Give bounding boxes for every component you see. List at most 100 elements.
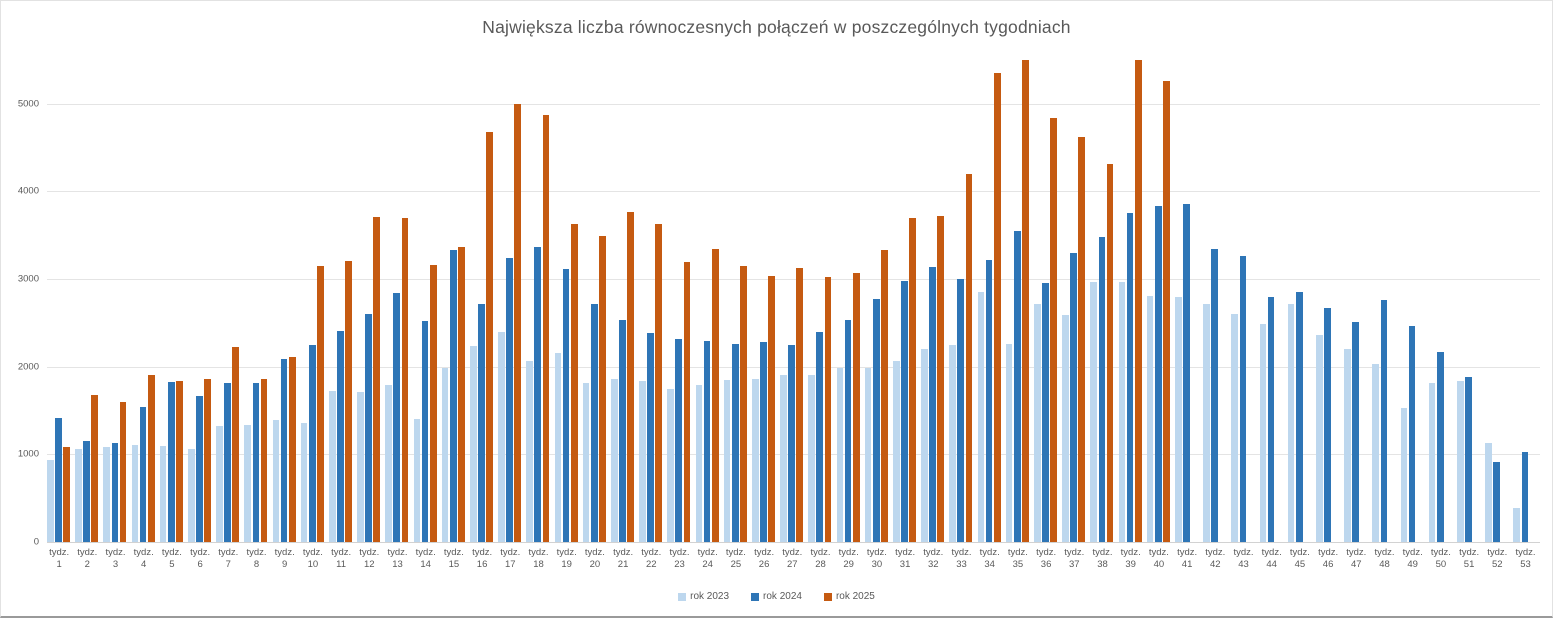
bar-rok2023-week-48 bbox=[1372, 364, 1380, 542]
bar-rok2024-week-39 bbox=[1126, 213, 1134, 542]
bar-rok2024-week-6 bbox=[196, 395, 203, 542]
bar-rok2025-week-9 bbox=[288, 357, 296, 542]
bar-rok2025-week-37 bbox=[1078, 136, 1086, 542]
x-tick-label-week-24: tydz. 24 bbox=[694, 547, 722, 571]
x-tick-number: 22 bbox=[645, 559, 657, 570]
x-tick-label-week-49: tydz. 49 bbox=[1399, 547, 1427, 571]
x-tick-label-week-43: tydz. 43 bbox=[1229, 547, 1257, 571]
x-tick-label-week-36: tydz. 36 bbox=[1032, 547, 1060, 571]
x-tick-number: 40 bbox=[1153, 559, 1165, 570]
bar-rok2024-week-31 bbox=[901, 280, 908, 542]
x-tick-prefix: tydz. bbox=[133, 547, 154, 558]
x-tick-label-week-53: tydz. 53 bbox=[1511, 547, 1539, 571]
x-tick-prefix: tydz. bbox=[782, 547, 803, 558]
legend-item-rok-2023: rok 2023 bbox=[678, 591, 729, 602]
x-tick-number: 30 bbox=[871, 559, 883, 570]
bar-rok2024-week-51 bbox=[1465, 377, 1472, 542]
x-tick-number: 42 bbox=[1209, 559, 1221, 570]
bar-rok2023-week-28 bbox=[808, 375, 816, 542]
x-tick-label-week-46: tydz. 46 bbox=[1314, 547, 1342, 571]
x-tick-prefix: tydz. bbox=[443, 547, 464, 558]
bar-rok2024-week-38 bbox=[1098, 236, 1106, 542]
bar-rok2024-week-34 bbox=[985, 259, 993, 542]
bar-rok2023-week-9 bbox=[272, 420, 280, 542]
x-tick-number: 38 bbox=[1097, 559, 1108, 570]
bar-rok2024-week-43 bbox=[1239, 256, 1247, 542]
bar-rok2024-week-36 bbox=[1042, 283, 1049, 542]
x-tick-number: 26 bbox=[758, 559, 770, 570]
y-tick-label-3000: 3000 bbox=[17, 273, 39, 285]
bar-rok2024-week-37 bbox=[1070, 252, 1078, 542]
bar-rok2023-week-25 bbox=[723, 379, 731, 542]
bar-rok2025-week-15 bbox=[458, 247, 465, 542]
x-tick-number: 3 bbox=[112, 559, 119, 570]
bar-rok2024-week-52 bbox=[1493, 462, 1501, 542]
bar-rok2023-week-49 bbox=[1400, 407, 1408, 542]
x-tick-prefix: tydz. bbox=[1177, 547, 1198, 558]
x-tick-prefix: tydz. bbox=[556, 547, 577, 558]
bar-rok2024-week-29 bbox=[844, 320, 852, 542]
bar-rok2023-week-34 bbox=[977, 292, 985, 542]
x-tick-prefix: tydz. bbox=[500, 547, 521, 558]
x-tick-label-week-31: tydz. 31 bbox=[891, 547, 919, 571]
bar-rok2024-week-8 bbox=[252, 383, 260, 542]
x-tick-number: 49 bbox=[1407, 559, 1418, 570]
bar-rok2023-week-2 bbox=[75, 449, 82, 542]
bar-rok2024-week-21 bbox=[619, 320, 626, 542]
x-tick-prefix: tydz. bbox=[669, 547, 690, 558]
bar-rok2025-week-14 bbox=[429, 264, 437, 542]
bar-rok2025-week-32 bbox=[937, 215, 945, 542]
gridline-5000 bbox=[47, 103, 1540, 105]
bar-rok2024-week-2 bbox=[83, 441, 91, 542]
bar-rok2025-week-24 bbox=[711, 249, 719, 542]
bar-rok2023-week-46 bbox=[1315, 335, 1323, 542]
bar-rok2024-week-40 bbox=[1154, 206, 1162, 542]
x-tick-number: 12 bbox=[363, 559, 375, 570]
bar-rok2024-week-28 bbox=[816, 331, 824, 542]
x-tick-label-week-34: tydz. 34 bbox=[976, 547, 1004, 571]
x-tick-prefix: tydz. bbox=[387, 547, 408, 558]
bar-rok2024-week-22 bbox=[647, 333, 654, 542]
x-tick-number: 41 bbox=[1181, 559, 1193, 570]
bar-rok2023-week-30 bbox=[864, 367, 872, 542]
y-tick-label-5000: 5000 bbox=[17, 98, 39, 109]
x-tick-label-week-38: tydz. 38 bbox=[1088, 547, 1116, 571]
x-tick-prefix: tydz. bbox=[274, 547, 295, 558]
x-tick-number: 15 bbox=[448, 559, 460, 570]
bar-rok2025-week-10 bbox=[317, 265, 324, 542]
bar-rok2023-week-39 bbox=[1118, 281, 1126, 542]
x-tick-prefix: tydz. bbox=[641, 547, 662, 558]
x-tick-label-week-21: tydz. 21 bbox=[609, 547, 637, 571]
x-tick-label-week-40: tydz. 40 bbox=[1145, 547, 1173, 571]
bar-rok2024-week-10 bbox=[308, 344, 316, 542]
bar-rok2023-week-10 bbox=[300, 422, 308, 542]
x-tick-label-week-25: tydz. 25 bbox=[722, 547, 750, 571]
bar-rok2025-week-6 bbox=[204, 378, 211, 542]
bar-rok2025-week-36 bbox=[1050, 118, 1057, 542]
bar-rok2023-week-40 bbox=[1146, 296, 1154, 542]
bar-rok2023-week-32 bbox=[921, 349, 928, 542]
x-tick-prefix: tydz. bbox=[1402, 547, 1423, 558]
bar-rok2023-week-11 bbox=[328, 391, 336, 542]
bar-rok2023-week-44 bbox=[1259, 323, 1267, 542]
legend-label: rok 2024 bbox=[763, 591, 802, 602]
bar-rok2025-week-1 bbox=[63, 447, 70, 542]
x-tick-label-week-33: tydz. 33 bbox=[947, 547, 975, 571]
x-tick-label-week-16: tydz. 16 bbox=[468, 547, 496, 571]
x-tick-label-week-50: tydz. 50 bbox=[1427, 547, 1455, 571]
x-tick-number: 32 bbox=[927, 559, 939, 570]
bar-rok2023-week-7 bbox=[216, 426, 223, 542]
bar-rok2023-week-17 bbox=[498, 332, 505, 542]
x-tick-number: 52 bbox=[1491, 559, 1503, 570]
x-tick-number: 1 bbox=[56, 559, 62, 570]
bar-rok2025-week-17 bbox=[514, 104, 522, 542]
x-tick-prefix: tydz. bbox=[218, 547, 239, 558]
bar-rok2025-week-23 bbox=[683, 262, 691, 542]
bar-rok2024-week-41 bbox=[1183, 203, 1190, 542]
x-tick-label-week-5: tydz. 5 bbox=[158, 547, 186, 571]
x-tick-prefix: tydz. bbox=[1205, 547, 1226, 558]
x-tick-number: 14 bbox=[420, 559, 431, 570]
bar-rok2025-week-35 bbox=[1022, 59, 1029, 542]
x-tick-number: 16 bbox=[476, 559, 488, 570]
